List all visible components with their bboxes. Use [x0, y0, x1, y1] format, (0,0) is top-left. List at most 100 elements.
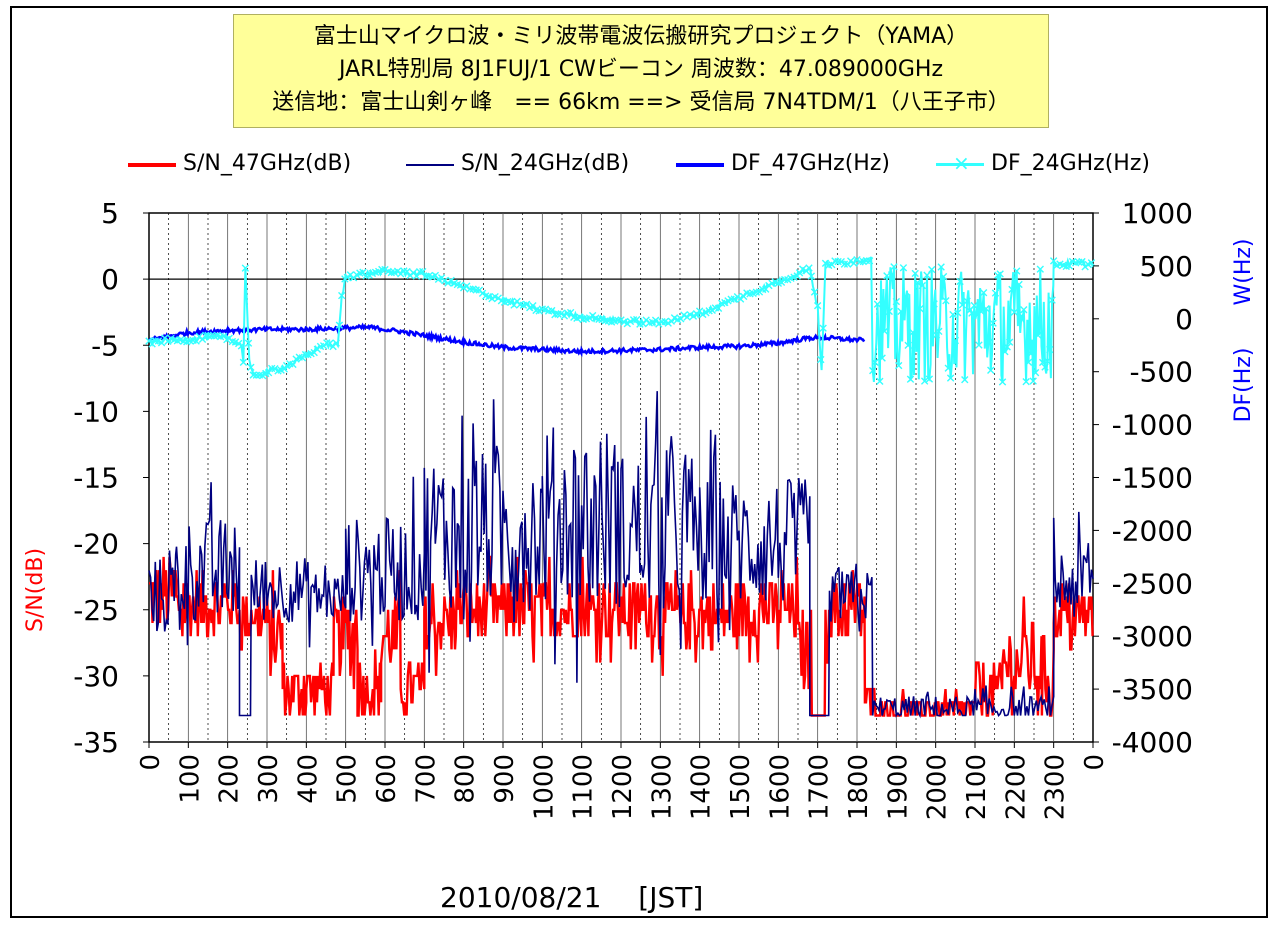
data-marker	[871, 358, 879, 367]
data-marker	[244, 339, 253, 347]
legend-swatch-df-47	[676, 163, 724, 167]
y-axis-label-left: S/N(dB)	[23, 548, 48, 632]
series-line-df-47	[147, 322, 866, 358]
data-marker	[1029, 377, 1037, 385]
data-marker	[939, 272, 948, 281]
data-marker	[920, 377, 929, 385]
x-tick-label: 800	[451, 754, 481, 804]
data-marker	[1022, 377, 1030, 386]
y-tick-label-right: -500	[1129, 356, 1193, 389]
x-tick-label: 1700	[805, 754, 835, 820]
data-marker	[918, 281, 926, 290]
data-marker	[949, 310, 957, 319]
data-marker	[658, 317, 666, 326]
y-tick-label-right: 0	[1175, 303, 1193, 336]
y-tick-label-right: -2500	[1112, 567, 1193, 600]
data-marker	[951, 336, 960, 345]
x-tick-label: 1200	[608, 754, 638, 820]
data-marker	[944, 364, 952, 372]
data-marker	[869, 366, 877, 375]
data-marker	[873, 300, 882, 308]
x-tick-label: 1600	[765, 754, 795, 820]
data-marker	[237, 342, 246, 350]
y-tick-label-right: -3000	[1112, 620, 1193, 653]
data-marker	[984, 338, 993, 347]
data-marker	[909, 328, 917, 337]
data-marker	[956, 277, 964, 286]
data-marker	[378, 265, 386, 274]
y-tick-label-left: -20	[73, 528, 119, 561]
legend-swatch-df-24	[936, 163, 984, 166]
x-tick-label: 600	[372, 754, 402, 804]
data-marker	[419, 267, 427, 276]
data-marker	[466, 285, 474, 293]
x-tick-label: 200	[215, 754, 245, 804]
data-marker	[878, 354, 886, 362]
x-tick-label: 1000	[529, 754, 559, 820]
data-marker	[899, 264, 908, 272]
data-marker	[1078, 257, 1086, 266]
x-tick-label: 1300	[647, 754, 677, 820]
data-marker	[249, 371, 257, 379]
data-marker	[301, 350, 310, 359]
data-marker	[1046, 345, 1054, 354]
y-tick-label-left: -25	[73, 594, 119, 627]
data-marker	[1008, 285, 1016, 294]
legend-label-sn-47: S/N_47GHz(dB)	[183, 151, 352, 176]
data-marker	[714, 304, 723, 312]
data-marker	[289, 360, 297, 369]
data-marker	[157, 339, 166, 347]
data-marker	[566, 308, 575, 317]
data-marker	[876, 377, 884, 385]
data-marker	[911, 269, 919, 278]
data-marker	[192, 337, 200, 345]
data-marker	[982, 305, 990, 313]
data-marker	[1012, 267, 1021, 275]
data-marker	[810, 288, 819, 296]
data-marker	[247, 363, 255, 372]
data-marker	[780, 276, 789, 284]
x-tick-label: 1100	[569, 754, 599, 820]
x-tick-label: 2300	[1041, 754, 1071, 820]
data-marker	[937, 263, 945, 271]
data-marker	[1034, 331, 1042, 339]
data-marker	[807, 272, 816, 280]
data-marker	[840, 260, 849, 268]
y-tick-label-right: -2000	[1112, 514, 1193, 547]
x-tick-label: 1900	[883, 754, 913, 820]
data-marker	[633, 315, 641, 324]
series-markers-df-24	[145, 256, 1096, 386]
y-tick-label-left: -5	[91, 329, 119, 362]
x-tick-label: 900	[490, 754, 520, 804]
data-marker	[834, 257, 842, 266]
x-tick-label: 1500	[726, 754, 756, 820]
data-marker	[916, 305, 924, 313]
data-marker	[928, 265, 936, 274]
legend-swatch-sn-24	[406, 164, 454, 166]
data-marker	[865, 257, 874, 265]
data-marker	[805, 264, 813, 272]
y-tick-label-left: -15	[73, 462, 119, 495]
data-marker	[932, 331, 941, 339]
data-marker	[977, 307, 985, 316]
y-tick-label-left: -35	[73, 726, 119, 759]
data-marker	[819, 324, 827, 332]
x-tick-label: 400	[293, 754, 323, 804]
title-line-2: JARL特別局 8J1FUJ/1 CWビーコン 周波数：47.089000GHz	[338, 57, 944, 82]
data-marker	[241, 264, 250, 272]
data-marker	[415, 268, 424, 276]
data-marker	[906, 375, 915, 383]
series-line-sn-24	[148, 391, 1094, 719]
x-tick-label: 2100	[962, 754, 992, 820]
data-marker	[979, 289, 988, 297]
legend-label-df-24: DF_24GHz(Hz)	[991, 151, 1150, 176]
y-tick-label-left: 5	[101, 197, 119, 230]
data-marker	[1048, 296, 1056, 304]
data-marker	[930, 300, 938, 308]
data-marker	[953, 309, 962, 317]
chart-title: 富士山マイクロ波・ミリ波帯電波伝搬研究プロジェクト（YAMA） JARL特別局 …	[233, 14, 1049, 128]
data-marker	[913, 278, 922, 287]
data-marker	[335, 321, 344, 329]
title-line-3: 送信地：富士山剣ヶ峰 == 66km ==> 受信局 7N4TDM/1（八王子市…	[272, 90, 1010, 115]
y-tick-label-right: 500	[1140, 250, 1193, 283]
